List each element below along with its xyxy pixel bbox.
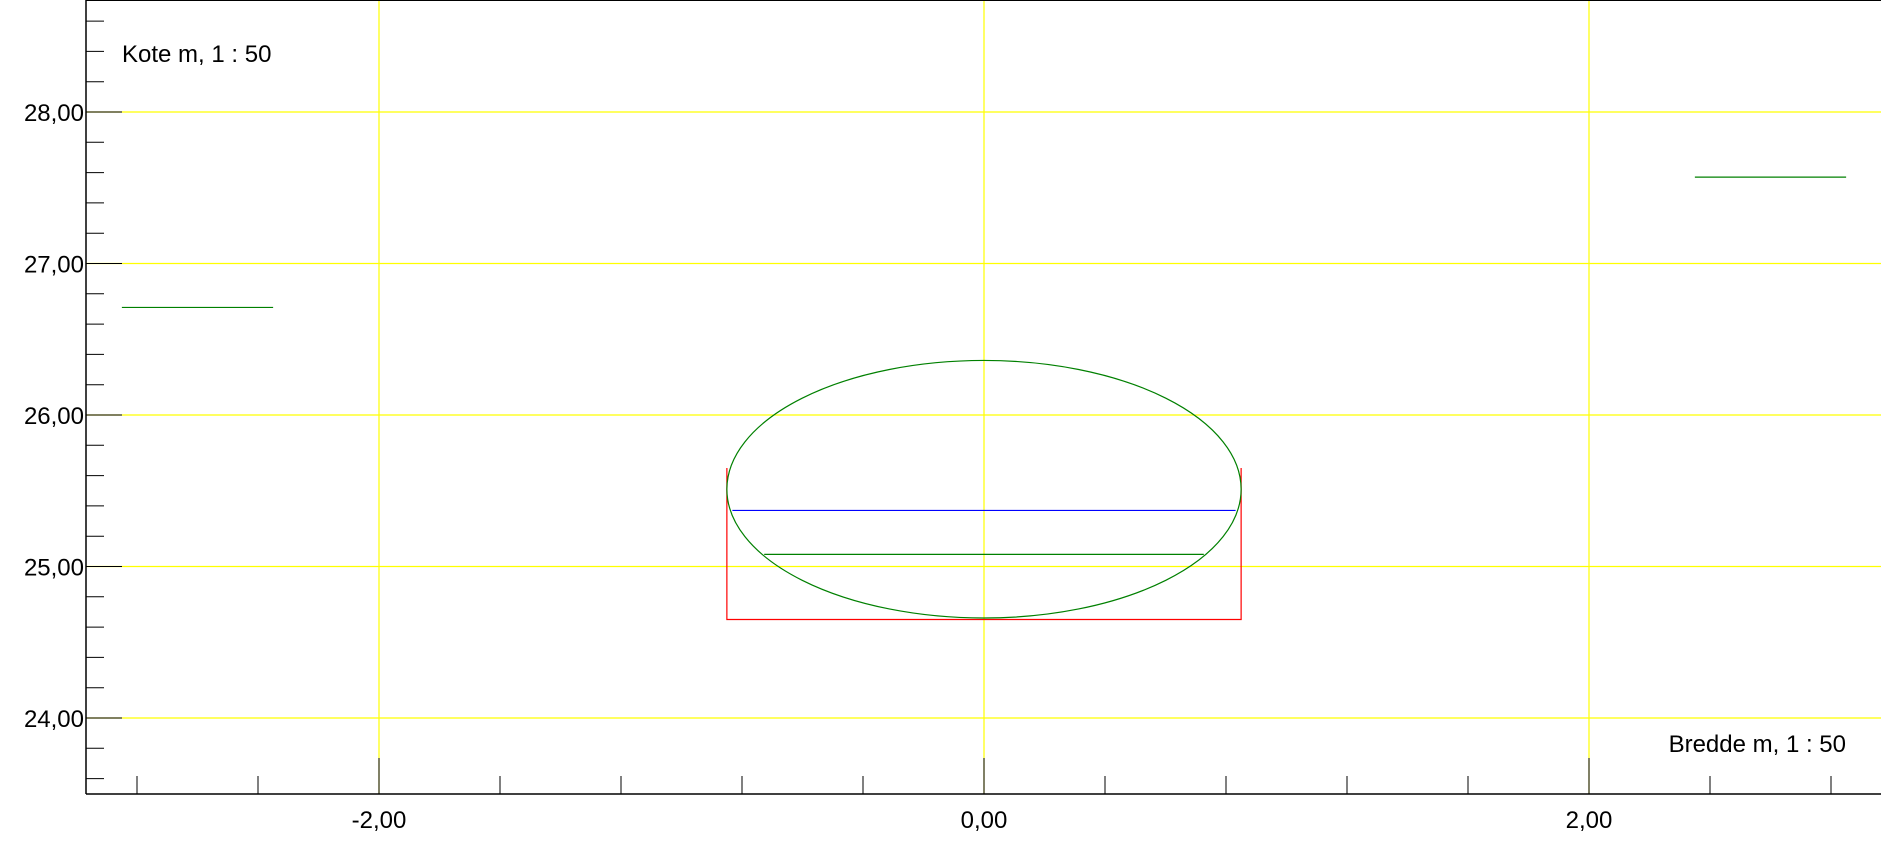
x-tick-label: 0,00 xyxy=(961,807,1008,834)
minor-ticks xyxy=(86,20,1832,794)
y-tick-labels: 24,00 25,00 26,00 27,00 28,00 xyxy=(24,100,84,733)
x-tick-label: 2,00 xyxy=(1566,807,1613,834)
y-tick-label: 28,00 xyxy=(24,100,84,127)
y-tick-label: 27,00 xyxy=(24,252,84,279)
y-axis-label: Kote m, 1 : 50 xyxy=(122,41,271,68)
x-tick-label: -2,00 xyxy=(352,807,407,834)
features xyxy=(121,176,1847,621)
y-tick-label: 24,00 xyxy=(24,706,84,733)
x-axis-label: Bredde m, 1 : 50 xyxy=(1669,731,1846,758)
x-tick-labels: -4,00-2,000,002,004,00 xyxy=(352,807,1613,834)
y-tick-label: 26,00 xyxy=(24,403,84,430)
y-tick-label: 25,00 xyxy=(24,555,84,582)
pipe-circle xyxy=(726,359,1242,619)
trench-outline xyxy=(726,468,1242,621)
grid xyxy=(86,0,1881,794)
